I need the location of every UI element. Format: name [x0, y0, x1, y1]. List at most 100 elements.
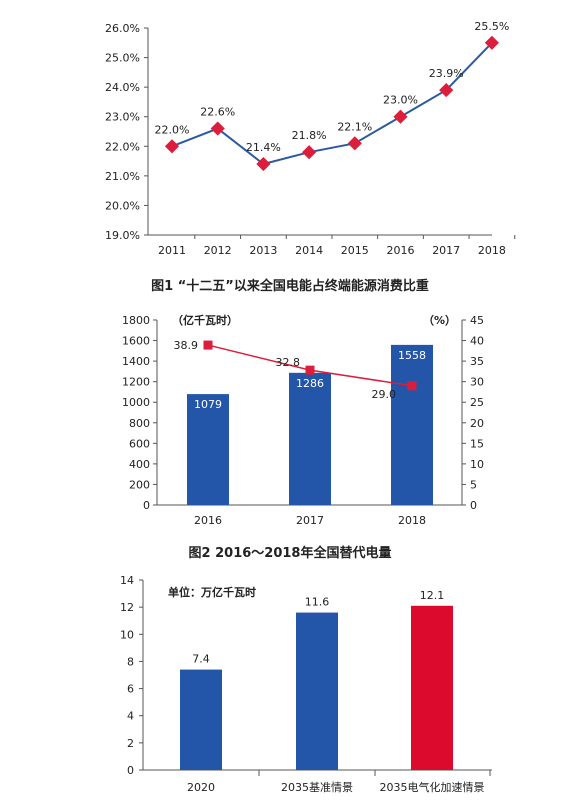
chart2-y-right-tick-label: 35 [470, 355, 484, 368]
chart1-data-label: 22.0% [155, 123, 190, 136]
chart1-x-tick-label: 2014 [295, 244, 323, 257]
chart1-data-label: 21.4% [246, 141, 281, 154]
chart2-bars [187, 344, 433, 505]
chart3-x-ticks: 2020 2035基准情景 2035电气化加速情景 [187, 770, 491, 794]
chart2-y-right-tick-label: 40 [470, 335, 484, 348]
chart3-y-tick-label: 14 [120, 574, 134, 587]
chart2-y-right-tick-label: 15 [470, 437, 484, 450]
chart3-y-tick-label: 8 [127, 655, 134, 668]
chart2-ratio-label: 29.0 [372, 388, 397, 401]
chart3-bar [180, 669, 222, 770]
chart2-y-left-tick-label: 1600 [122, 335, 150, 348]
chart2-y-left-ticks: 0 200 400 600 800 1000 1200 1400 1600 1800 [122, 314, 157, 512]
chart2-ratio-labels: 38.9 32.8 29.0 [174, 339, 397, 401]
chart1-x-tick-label: 2017 [432, 244, 460, 257]
chart1-data-point [484, 35, 499, 50]
chart1-data-labels: 22.0% 22.6% 21.4% 21.8% 22.1% 23.0% 23.9% 25.5% [155, 20, 510, 154]
chart1-data-point [393, 109, 408, 124]
chart1-title: 图1 “十二五”以来全国电能占终端能源消费比重 [151, 278, 429, 294]
chart1-data-point [347, 136, 362, 151]
chart2-x-tick-label: 2018 [398, 514, 426, 527]
chart1-x-tick-label: 2013 [249, 244, 277, 257]
chart3-y-tick-label: 0 [127, 764, 134, 777]
chart1-data-point [439, 83, 454, 98]
chart2-y-right-tick-label: 45 [470, 314, 484, 327]
chart3-bar [411, 605, 453, 770]
chart2-y-left-tick-label: 1000 [122, 396, 150, 409]
chart3-y-tick-label: 2 [127, 737, 134, 750]
chart1-line-chart: 19.0% 20.0% 21.0% 22.0% 23.0% 24.0% 25.0% 26.0%… [105, 20, 516, 294]
chart1-x-tick-label: 2012 [204, 244, 232, 257]
chart1-y-tick-label: 22.0% [105, 140, 140, 153]
chart1-y-tick-label: 24.0% [105, 81, 140, 94]
chart3-y-ticks: 0 2 4 6 8 10 12 14 [120, 574, 143, 777]
chart1-data-point [164, 139, 180, 154]
chart2-y-left-tick-label: 1400 [122, 355, 150, 368]
chart2-ratio-point [203, 340, 213, 350]
chart2-x-tick-label: 2017 [296, 514, 324, 527]
chart3-y-tick-label: 4 [127, 710, 134, 723]
chart2-y-right-tick-label: 10 [470, 458, 484, 471]
chart2-x-ticks: 2016 2017 2018 [194, 514, 426, 527]
chart1-data-label: 21.8% [292, 129, 327, 142]
chart1-data-point [210, 121, 225, 136]
chart3-x-tick-label: 2035基准情景 [281, 781, 353, 794]
chart3-bars [180, 605, 453, 770]
chart1-y-ticks: 19.0% 20.0% 21.0% 22.0% 23.0% 24.0% 25.0% 26.0% [105, 22, 148, 242]
chart2-x-tick-label: 2016 [194, 514, 222, 527]
chart1-data-point [256, 156, 271, 172]
chart2-y-right-tick-label: 5 [470, 478, 477, 491]
chart3-bar-chart: 单位：万亿千瓦时 0 2 4 6 8 10 12 14 2020 2035基准情景 2035电气化… [120, 574, 492, 794]
chart1-points [164, 35, 499, 172]
chart3-bar-label: 12.1 [420, 589, 445, 602]
chart1-y-tick-label: 20.0% [105, 199, 140, 212]
chart1-y-tick-label: 25.0% [105, 52, 140, 65]
chart2-y-left-tick-label: 800 [129, 417, 150, 430]
chart1-data-label: 23.9% [429, 67, 464, 80]
chart2-title: 图2 2016～2018年全国替代电量 [189, 545, 392, 561]
chart2-ratio-label: 32.8 [276, 356, 301, 369]
chart1-series-line [171, 42, 493, 166]
chart3-y-tick-label: 12 [120, 601, 134, 614]
chart2-ratio-point [407, 381, 417, 391]
chart3-x-tick-label: 2020 [187, 781, 215, 794]
chart1-data-point [302, 145, 317, 160]
chart3-x-tick-label: 2035电气化加速情景 [380, 780, 485, 794]
chart3-bar-labels: 7.4 11.6 12.1 [192, 589, 444, 666]
chart2-left-unit: （亿千瓦时） [172, 313, 238, 327]
chart2-y-right-tick-label: 0 [470, 499, 477, 512]
chart2-bar-labels: 1079 1286 1558 [194, 349, 426, 411]
chart2-bar [187, 394, 229, 505]
chart2-ratio-point [305, 365, 315, 375]
chart1-x-ticks: 2011 2012 2013 2014 2015 2016 2017 2018 [158, 235, 516, 257]
chart2-combo-chart: （亿千瓦时） （%） 02004006008001000120014001600… [122, 313, 484, 561]
chart3-bar [296, 612, 338, 770]
chart1-y-tick-label: 21.0% [105, 170, 140, 183]
chart2-y-right-tick-label: 30 [470, 376, 484, 389]
chart1-data-label: 22.6% [200, 106, 235, 119]
chart1-y-tick-label: 19.0% [105, 229, 140, 242]
chart2-y-right-ticks: 0 5 10 15 20 25 30 35 40 45 [462, 314, 484, 512]
chart1-data-label: 25.5% [474, 20, 509, 33]
chart3-y-tick-label: 10 [120, 628, 134, 641]
chart2-bar-label: 1286 [296, 377, 324, 390]
chart2-right-unit: （%） [423, 314, 456, 327]
chart2-y-left-tick-label: 200 [129, 478, 150, 491]
chart1-x-tick-label: 2015 [341, 244, 369, 257]
chart2-y-right-tick-label: 25 [470, 396, 484, 409]
chart1-x-tick-label: 2011 [158, 244, 186, 257]
chart3-y-tick-label: 6 [127, 683, 134, 696]
chart2-bar [391, 344, 433, 505]
chart1-y-tick-label: 26.0% [105, 22, 140, 35]
chart3-bar-label: 11.6 [305, 596, 330, 609]
chart2-ratio-label: 38.9 [174, 339, 199, 352]
chart2-bar-label: 1558 [398, 349, 426, 362]
chart1-data-label: 23.0% [383, 94, 418, 107]
chart2-y-right-tick-label: 20 [470, 417, 484, 430]
chart1-x-tick-label: 2016 [387, 244, 415, 257]
chart2-bar-label: 1079 [194, 398, 222, 411]
chart2-y-left-tick-label: 400 [129, 458, 150, 471]
chart3-bar-label: 7.4 [192, 653, 210, 666]
